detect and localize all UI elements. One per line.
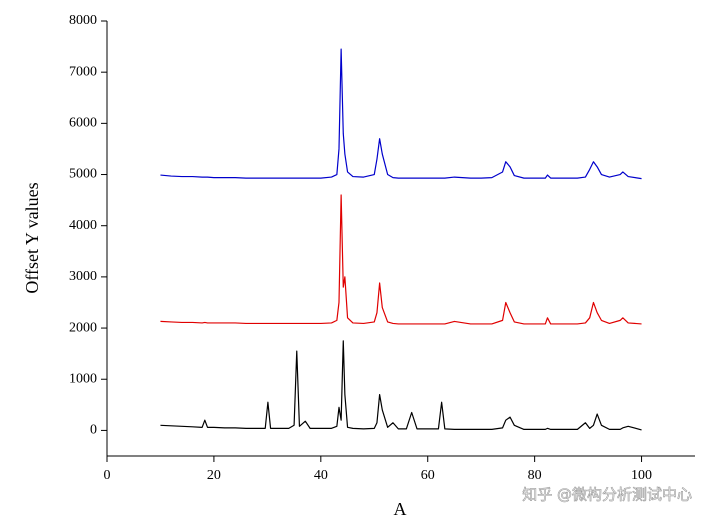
x-tick-label: 40 <box>314 468 328 483</box>
y-tick-label: 0 <box>90 423 97 438</box>
y-tick-label: 5000 <box>69 167 97 182</box>
x-tick-label: 60 <box>421 468 435 483</box>
y-tick-label: 3000 <box>69 269 97 284</box>
x-axis-label: A <box>394 499 407 519</box>
y-tick-label: 4000 <box>69 218 97 233</box>
x-tick-label: 100 <box>631 468 652 483</box>
x-tick-label: 20 <box>207 468 221 483</box>
x-tick-label: 80 <box>528 468 542 483</box>
series-line <box>160 194 642 325</box>
series-line <box>160 340 642 431</box>
y-tick-label: 8000 <box>69 13 97 28</box>
y-tick-label: 6000 <box>69 116 97 131</box>
y-tick-label: 2000 <box>69 320 97 335</box>
watermark: 知乎 @微构分析测试中心 <box>522 486 692 504</box>
y-tick-label: 7000 <box>69 64 97 79</box>
series-line <box>160 48 642 180</box>
x-tick-label: 0 <box>104 468 111 483</box>
y-tick-label: 1000 <box>69 371 97 386</box>
y-axis-label: Offset Y values <box>22 182 42 293</box>
